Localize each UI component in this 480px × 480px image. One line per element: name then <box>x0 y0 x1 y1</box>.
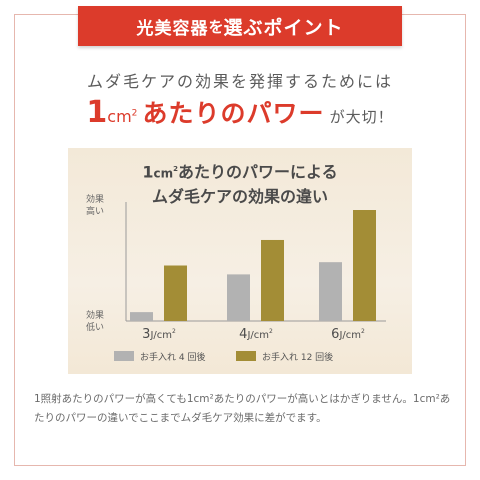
y-label-high-1: 高い <box>86 205 104 217</box>
description-text: 1照射あたりのパワーが高くても1cm²あたりのパワーが高いとはかぎりません。1c… <box>34 393 451 424</box>
y-label-low-0: 効果 <box>86 309 104 321</box>
bar-series1-2 <box>319 262 342 321</box>
x-tick-value-2: 6 <box>331 327 339 342</box>
x-tick-unit-0: J/cm <box>149 330 172 341</box>
x-tick-label-1: 4J/cm2 <box>239 327 273 342</box>
chart-title-unit: cm <box>153 166 174 181</box>
chart-title-num: 1 <box>142 162 154 182</box>
chart-title-rest: あたりのパワーによる <box>178 162 338 182</box>
y-label-low-1: 低い <box>86 321 104 333</box>
chart-title-line2: ムダ毛ケアの効果の違い <box>151 187 328 207</box>
legend-swatch-0 <box>114 351 134 361</box>
bar-series2-2 <box>353 210 376 321</box>
chart-title-sup: 2 <box>173 165 179 173</box>
chart-title-line1: 1cm2あたりのパワーによる <box>68 158 412 185</box>
ribbon-prefix: 光美容器 <box>136 18 209 39</box>
x-tick-label-0: 3J/cm2 <box>142 327 176 342</box>
headline-line2: 1cm2 あたりのパワー が大切！ <box>0 94 480 130</box>
x-tick-sup-0: 2 <box>172 328 176 335</box>
headline-line1: ムダ毛ケアの効果を発揮するためには <box>86 72 393 91</box>
x-tick-value-1: 4 <box>239 327 247 342</box>
bar-series2-0 <box>164 265 187 321</box>
headline-tail: が大切！ <box>329 108 394 126</box>
x-tick-sup-1: 2 <box>269 328 273 335</box>
legend-label-0: お手入れ 4 回後 <box>140 351 205 363</box>
ribbon-highlight: 選ぶポイント <box>223 16 344 39</box>
x-tick-label-2: 6J/cm2 <box>331 327 365 342</box>
x-tick-sup-2: 2 <box>361 328 365 335</box>
chart-title: 1cm2あたりのパワーによる ムダ毛ケアの効果の違い <box>68 158 412 208</box>
chart-panel: 1cm2あたりのパワーによる ムダ毛ケアの効果の違い 効果 高い 効果 低い 3J/cm… <box>68 148 412 374</box>
bar-series1-1 <box>227 274 250 321</box>
title-ribbon: 光美容器 を 選ぶポイント <box>78 6 402 46</box>
headline-unit-sup: 2 <box>131 108 138 119</box>
bar-series2-1 <box>261 239 284 321</box>
ribbon-particle: を <box>208 17 224 36</box>
legend-label-1: お手入れ 12 回後 <box>262 351 333 363</box>
x-tick-unit-1: J/cm <box>246 330 269 341</box>
x-tick-value-0: 3 <box>142 327 150 342</box>
x-tick-unit-2: J/cm <box>338 330 361 341</box>
headline-main: あたりのパワー <box>142 99 325 128</box>
headline-number: 1 <box>86 95 108 130</box>
legend-swatch-1 <box>236 351 256 361</box>
y-label-high-0: 効果 <box>86 193 104 205</box>
bar-series1-0 <box>130 312 153 321</box>
headline-unit: cm <box>107 107 132 126</box>
